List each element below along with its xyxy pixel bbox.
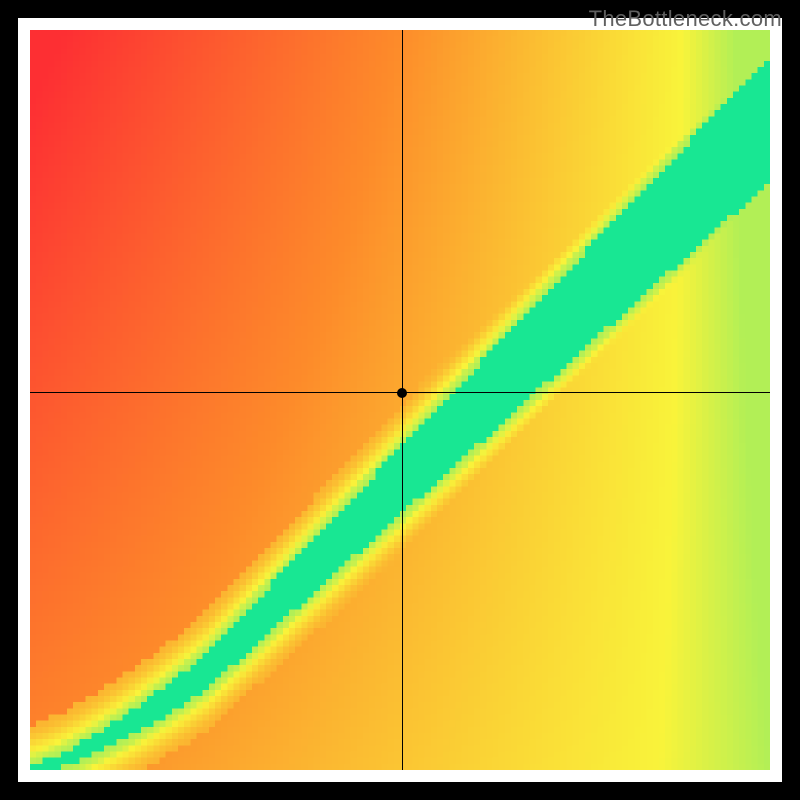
- chart-container: TheBottleneck.com: [0, 0, 800, 800]
- watermark-text: TheBottleneck.com: [589, 6, 782, 32]
- crosshair-marker: [397, 388, 407, 398]
- crosshair-vertical: [402, 30, 403, 770]
- heatmap-canvas: [30, 30, 770, 770]
